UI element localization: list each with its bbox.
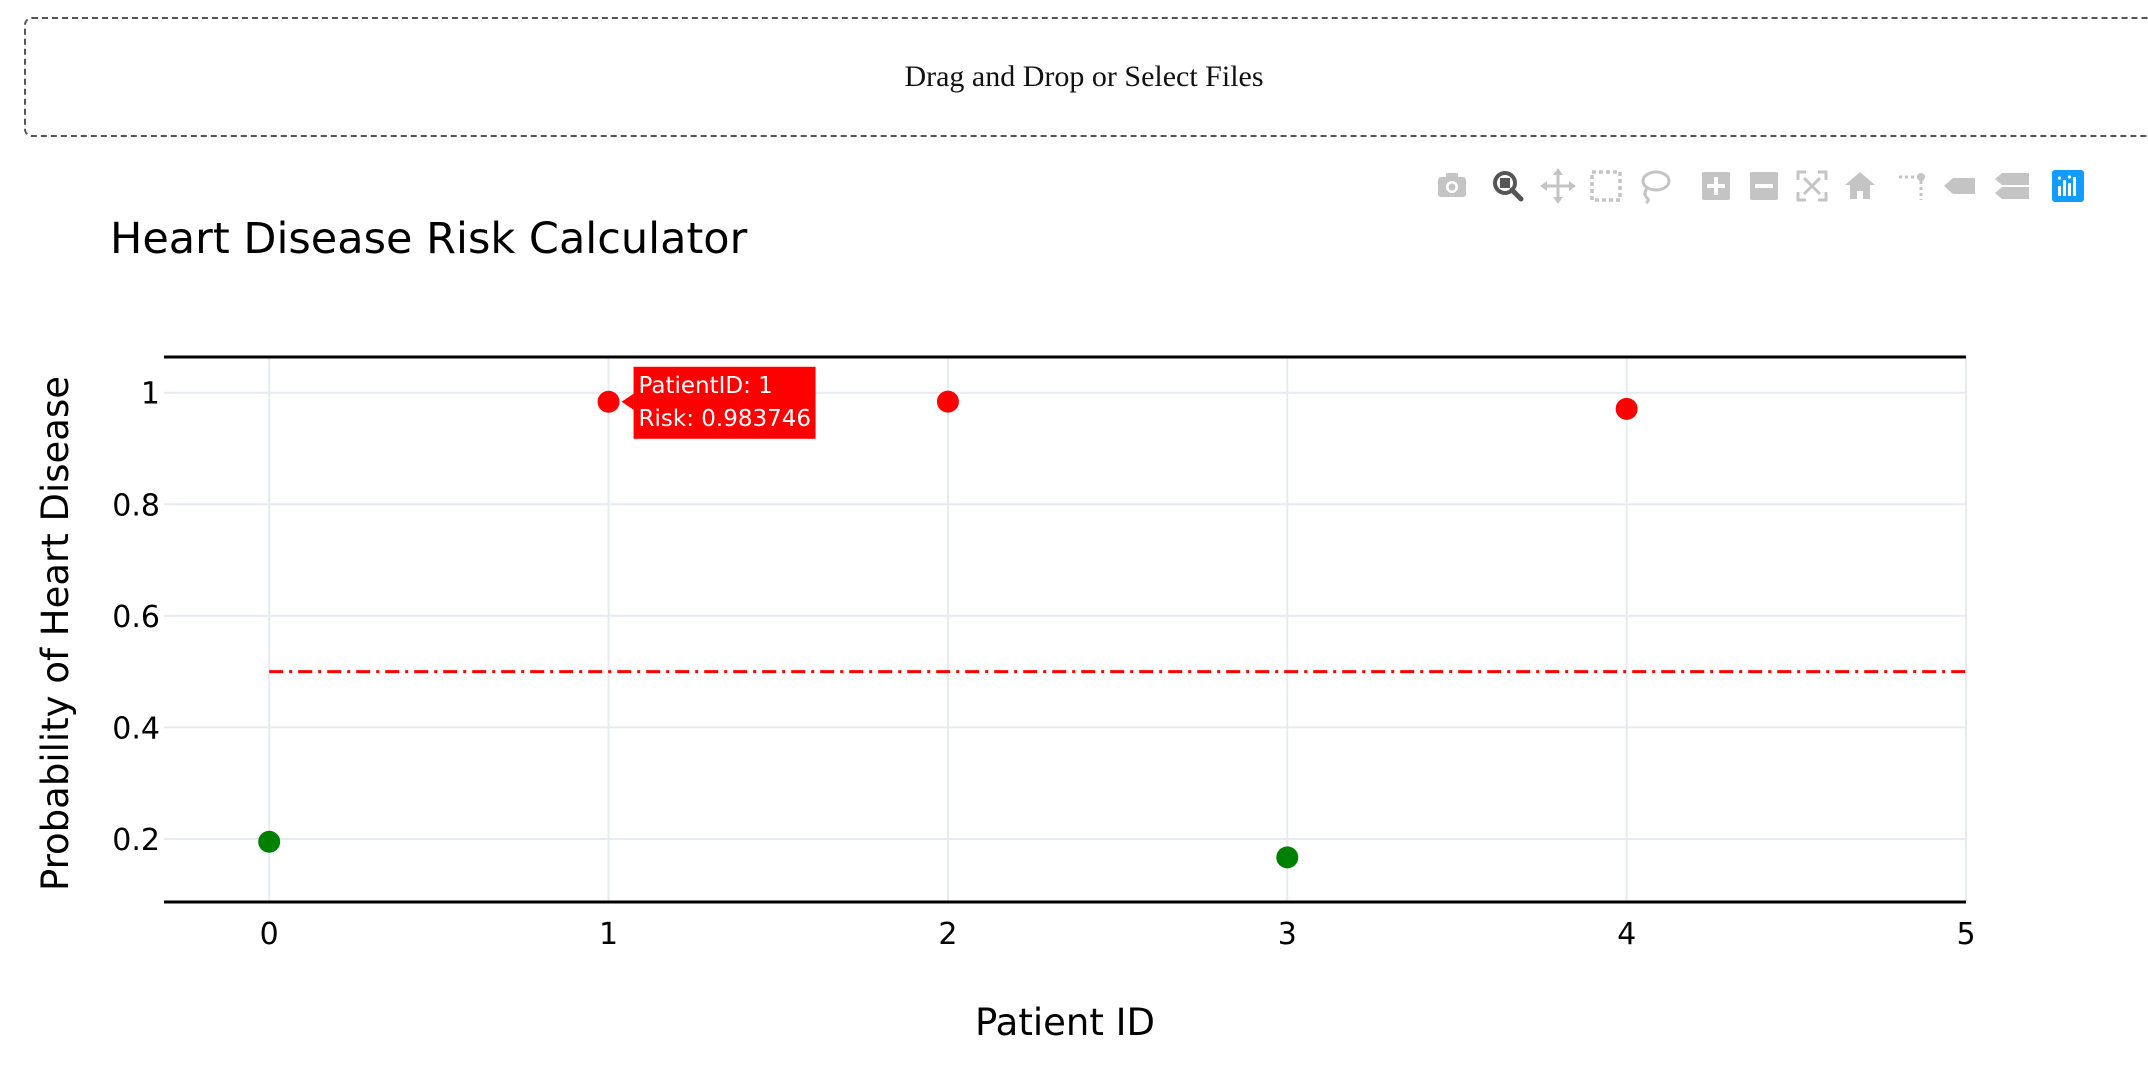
y-tick-label: 0.2 <box>112 823 160 858</box>
autoscale-icon <box>1796 170 1828 202</box>
lasso-select-icon <box>1641 170 1671 205</box>
file-upload-dropzone[interactable]: Drag and Drop or Select Files <box>24 17 2148 137</box>
upload-label: Drag and Drop or Select Files <box>904 60 1264 93</box>
zoom-button[interactable] <box>1488 164 1528 208</box>
pan-button[interactable] <box>1538 164 1578 208</box>
x-tick-label: 2 <box>938 917 957 952</box>
plotly-logo-icon <box>2052 170 2084 202</box>
zoom-out-icon <box>1750 172 1778 200</box>
hover-compare-icon <box>1995 173 2029 199</box>
hover-closest-icon <box>1944 178 1975 194</box>
x-tick-label: 5 <box>1956 917 1975 952</box>
y-tick-label: 0.4 <box>112 711 160 746</box>
data-point[interactable] <box>597 390 620 413</box>
spike-lines-button[interactable] <box>1892 164 1932 208</box>
lasso-select-button[interactable] <box>1634 164 1674 208</box>
chart-title: Heart Disease Risk Calculator <box>110 214 748 264</box>
data-point[interactable] <box>258 830 281 853</box>
data-point[interactable] <box>1276 846 1299 869</box>
spike-lines-icon <box>1899 173 1925 200</box>
x-tick-label: 0 <box>260 917 279 952</box>
x-tick-label: 1 <box>599 917 618 952</box>
zoom-icon <box>1493 171 1524 202</box>
tooltip-box <box>633 366 816 439</box>
camera-button[interactable] <box>1432 164 1472 208</box>
autoscale-button[interactable] <box>1792 164 1832 208</box>
chart-modebar <box>1432 164 2132 208</box>
x-tick-label: 4 <box>1617 917 1636 952</box>
plotly-logo-button[interactable] <box>2048 164 2088 208</box>
y-axis-title: Probability of Heart Disease <box>34 376 77 891</box>
zoom-in-icon <box>1702 172 1730 200</box>
box-select-icon <box>1590 170 1622 202</box>
zoom-in-button[interactable] <box>1696 164 1736 208</box>
x-axis-title: Patient ID <box>975 1001 1155 1044</box>
box-select-button[interactable] <box>1586 164 1626 208</box>
data-point[interactable] <box>1615 397 1638 420</box>
pan-icon <box>1540 168 1576 204</box>
tooltip-text: PatientID: 1 <box>639 373 773 399</box>
y-tick-label: 0.8 <box>112 488 160 523</box>
zoom-out-button[interactable] <box>1744 164 1784 208</box>
x-tick-label: 3 <box>1278 917 1297 952</box>
hover-closest-button[interactable] <box>1940 164 1980 208</box>
hover-compare-button[interactable] <box>1992 164 2032 208</box>
tooltip-text: Risk: 0.983746 <box>639 406 811 432</box>
reset-axes-button[interactable] <box>1840 164 1880 208</box>
y-tick-label: 0.6 <box>112 600 160 635</box>
data-point[interactable] <box>936 390 959 413</box>
y-tick-label: 1 <box>141 377 160 412</box>
tooltip-pointer <box>621 393 634 410</box>
reset-axes-icon <box>1845 172 1875 199</box>
camera-icon <box>1438 173 1466 197</box>
